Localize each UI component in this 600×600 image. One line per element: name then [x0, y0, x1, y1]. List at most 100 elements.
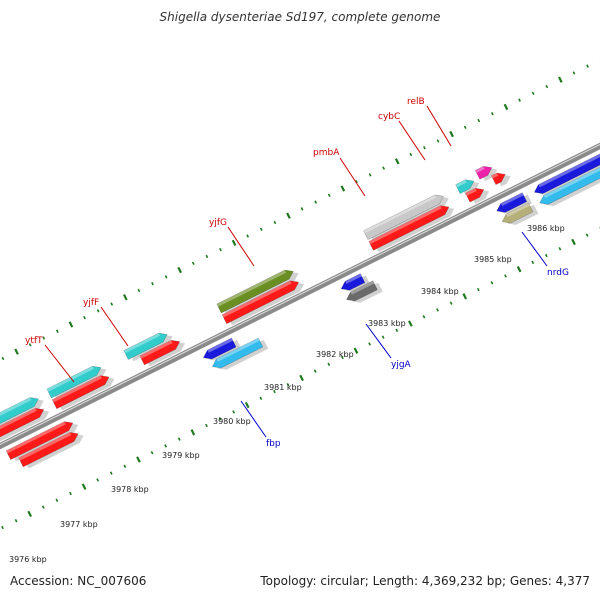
gene-feature [539, 151, 600, 207]
feature-arrow [5, 421, 74, 461]
feature-highlight [139, 340, 173, 359]
tick-mark [273, 220, 277, 225]
gene-feature [221, 280, 305, 326]
gene-label-nrdG: nrdG [547, 268, 569, 278]
feature-arrow [0, 407, 45, 449]
tick-mark [504, 274, 507, 278]
gene-leader-line [227, 226, 255, 267]
feature-arrow [123, 332, 168, 360]
gene-feature [340, 273, 371, 292]
feature-arrow [221, 280, 300, 325]
feature-arrow [340, 273, 366, 291]
gene-label-yjfF: yjfF [83, 298, 99, 308]
gene-feature [211, 337, 269, 370]
feature-arrow [216, 269, 294, 314]
tick-mark [219, 247, 222, 252]
feature-arrow [363, 194, 445, 241]
feature-arrow [346, 280, 378, 302]
tick-mark [137, 288, 141, 293]
tick-mark [164, 444, 168, 448]
tick-mark [177, 266, 183, 274]
tick-row-bottom: 3976 kbp 3977 kbp 3978 kbp 3979 kbp 3980 kbp… [1, 224, 600, 564]
tick-mark [394, 158, 400, 165]
tick-mark [503, 103, 509, 111]
tick-mark [490, 281, 494, 285]
tick-mark [205, 423, 208, 428]
tick-mark [300, 207, 304, 211]
tick-mark [436, 308, 439, 312]
gene-feature [5, 421, 79, 462]
feature-highlight [0, 397, 32, 429]
feature-highlight [368, 205, 442, 245]
tick-mark [27, 510, 33, 518]
feature-highlight [216, 270, 287, 307]
gene-feature [474, 165, 498, 182]
tick-mark [81, 483, 87, 490]
tick-mark [231, 239, 237, 247]
tick-mark [14, 348, 19, 355]
tick-mark [96, 309, 100, 313]
feature-highlight [216, 338, 260, 362]
feature-arrow [211, 337, 264, 369]
tick-mark [436, 139, 440, 143]
tick-mark [123, 464, 127, 468]
tick-mark [340, 185, 346, 192]
feature-arrow [465, 187, 485, 203]
tick-mark [83, 315, 86, 320]
gene-feature [46, 365, 107, 400]
tick-mark [286, 383, 290, 387]
tick-mark [55, 329, 59, 333]
gene-feature [455, 179, 480, 196]
gene-feature [51, 375, 115, 411]
gene-feature [0, 407, 50, 450]
genome-backbone [0, 142, 600, 450]
gene-label-pmbA: pmbA [313, 148, 340, 158]
gene-feature [363, 194, 449, 242]
gene-feature [123, 332, 173, 362]
gene-label-ytfT: ytfT [25, 336, 43, 346]
tick-mark [395, 328, 399, 333]
tick-mark [28, 343, 32, 347]
gene-leader-line [44, 344, 75, 383]
label-layer: ytfT yjfF yjfG pmbA cybC relB fbp yjgA nrdG [25, 97, 569, 449]
tick-mark [259, 396, 263, 401]
feature-highlight [18, 432, 72, 461]
feature-arrow [496, 192, 528, 213]
tick-mark [491, 112, 494, 116]
tick-mark [462, 293, 468, 300]
tick-mark [1, 356, 5, 361]
feature-highlight [6, 421, 66, 454]
feature-arrow [368, 205, 450, 251]
backbone-highlight [0, 143, 600, 446]
tick-mark [151, 281, 154, 286]
feature-highlight [475, 166, 485, 174]
feature-highlight [455, 179, 467, 188]
feature-arrow [501, 202, 534, 224]
tick-mark [299, 374, 304, 382]
tick-mark [531, 260, 535, 265]
scale-tick-label: 3977 kbp [60, 520, 98, 529]
scale-tick-label: 3981 kbp [264, 383, 302, 392]
feature-highlight [52, 375, 102, 403]
gene-leader-line [521, 231, 548, 267]
gene-leader-line [240, 400, 267, 438]
feature-arrow [474, 165, 493, 180]
gene-label-yjfG: yjfG [209, 218, 227, 228]
tick-mark [273, 389, 276, 394]
gene-label-fbp: fbp [266, 439, 281, 449]
feature-highlight [222, 280, 292, 318]
tick-mark [68, 321, 74, 328]
tick-mark [1, 525, 4, 530]
feature-highlight [506, 202, 530, 217]
scale-tick-label: 3982 kbp [316, 350, 354, 359]
feature-arrow [139, 339, 181, 366]
tick-mark [586, 64, 589, 68]
gene-feature [465, 187, 490, 204]
gene-feature [0, 397, 44, 437]
page-title: Shigella dysenteriae Sd197, complete gen… [159, 10, 441, 24]
genome-summary: Topology: circular; Length: 4,369,232 bp… [260, 574, 590, 588]
tick-mark [463, 125, 467, 130]
tick-mark [218, 417, 222, 421]
tick-mark [314, 200, 318, 204]
